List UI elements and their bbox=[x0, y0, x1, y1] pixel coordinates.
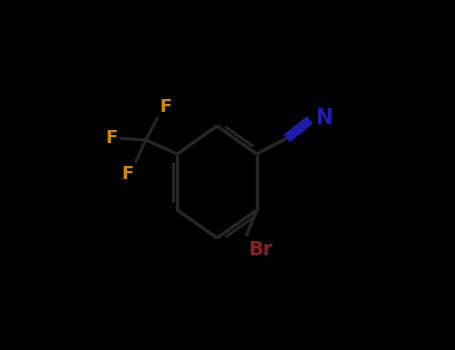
Text: Br: Br bbox=[248, 240, 273, 259]
Text: N: N bbox=[315, 108, 333, 128]
Text: F: F bbox=[106, 129, 118, 147]
Text: F: F bbox=[160, 98, 172, 116]
Text: F: F bbox=[121, 164, 133, 182]
